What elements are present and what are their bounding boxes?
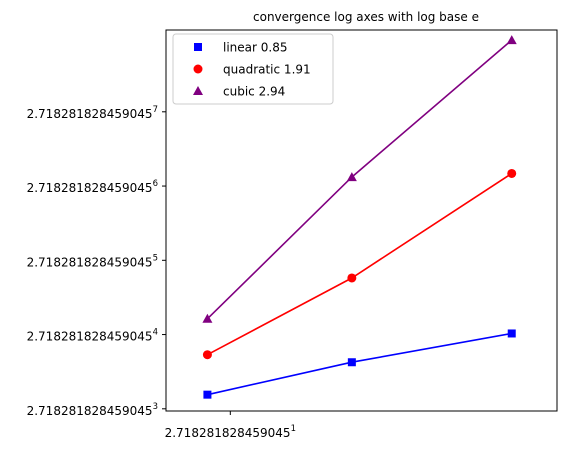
y-tick-label-2-exponent: 5	[153, 253, 158, 263]
data-point-1-1	[347, 273, 357, 283]
legend-label-2: cubic 2.94	[223, 85, 285, 99]
y-axis: 2.71828182845904532.71828182845904542.71…	[27, 105, 166, 418]
y-tick-label-3: 2.7182818284590456	[27, 179, 158, 195]
series-line-0	[207, 332, 512, 396]
x-tick-label-0: 2.7182818284590451	[165, 424, 296, 440]
data-point-1-2	[507, 168, 517, 178]
y-tick-label-4: 2.7182818284590457	[27, 105, 158, 121]
y-tick-label-0-exponent: 3	[153, 402, 158, 412]
y-tick-label-4-base: 2.718281828459045	[27, 107, 153, 121]
y-tick-label-0-base: 2.718281828459045	[27, 404, 153, 418]
x-tick-label-0-exponent: 1	[291, 424, 296, 434]
data-point-2-2	[506, 35, 517, 45]
y-tick-label-1-exponent: 4	[153, 328, 158, 338]
data-point-2-1	[346, 172, 357, 182]
legend-label-0: linear 0.85	[223, 41, 287, 55]
legend: linear 0.85 quadratic 1.91 cubic 2.94	[172, 33, 334, 105]
legend-label-1: quadratic 1.91	[223, 63, 311, 77]
plot-frame	[165, 29, 558, 412]
legend-marker-2	[193, 86, 203, 95]
y-tick-label-3-base: 2.718281828459045	[27, 181, 153, 195]
data-point-1-0	[202, 350, 212, 360]
y-tick-label-1: 2.7182818284590454	[27, 328, 158, 344]
data-point-0-1	[347, 358, 356, 367]
y-tick-label-1-base: 2.718281828459045	[27, 330, 153, 344]
data-point-0-2	[507, 329, 516, 338]
legend-frame	[172, 33, 334, 105]
data-point-0-0	[203, 390, 212, 399]
data-point-2-0	[202, 313, 213, 323]
y-tick-label-0: 2.7182818284590453	[27, 402, 158, 418]
y-tick-label-4-exponent: 7	[153, 105, 158, 115]
chart-title: convergence log axes with log base e	[253, 10, 479, 24]
x-tick-label-0-base: 2.718281828459045	[165, 426, 291, 440]
y-tick-label-3-exponent: 6	[153, 179, 158, 189]
plot-area	[202, 35, 517, 399]
series-line-1	[207, 172, 513, 356]
y-tick-label-2: 2.7182818284590455	[27, 253, 158, 269]
x-axis: 2.7182818284590451	[165, 411, 296, 440]
legend-marker-0	[194, 43, 202, 51]
y-tick-label-2-base: 2.718281828459045	[27, 255, 153, 269]
legend-marker-1	[193, 64, 203, 74]
